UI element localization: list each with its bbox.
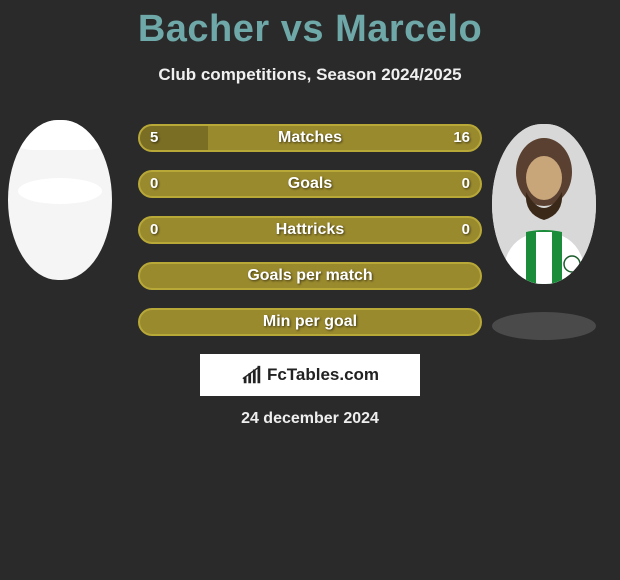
stat-right-value: 0 [462, 218, 470, 242]
stat-label: Goals [140, 172, 480, 196]
player1-avatar [8, 120, 112, 280]
stat-row-goals: 0 Goals 0 [138, 170, 482, 198]
player2-name: Marcelo [335, 8, 482, 50]
player2-avatar [492, 124, 596, 284]
player2-name-pill [492, 312, 596, 340]
stat-label: Goals per match [140, 264, 480, 288]
player2-photo-placeholder [492, 124, 596, 284]
comparison-title: Bacher vs Marcelo [0, 0, 620, 51]
subtitle: Club competitions, Season 2024/2025 [0, 65, 620, 85]
logo-text: FcTables.com [267, 365, 379, 385]
stat-right-value: 16 [453, 126, 470, 150]
stat-label: Hattricks [140, 218, 480, 242]
stat-row-gpm: Goals per match [138, 262, 482, 290]
stat-right-value: 0 [462, 172, 470, 196]
stat-bars: 5 Matches 16 0 Goals 0 0 Hattricks 0 Goa… [138, 124, 482, 354]
vs-text: vs [281, 8, 324, 50]
stat-row-matches: 5 Matches 16 [138, 124, 482, 152]
stat-label: Matches [140, 126, 480, 150]
stat-row-hattricks: 0 Hattricks 0 [138, 216, 482, 244]
watermark-logo: FcTables.com [200, 354, 420, 396]
chart-icon [241, 364, 263, 386]
snapshot-date: 24 december 2024 [0, 410, 620, 428]
player1-name: Bacher [138, 8, 270, 50]
stat-row-mpg: Min per goal [138, 308, 482, 336]
stat-label: Min per goal [140, 310, 480, 334]
